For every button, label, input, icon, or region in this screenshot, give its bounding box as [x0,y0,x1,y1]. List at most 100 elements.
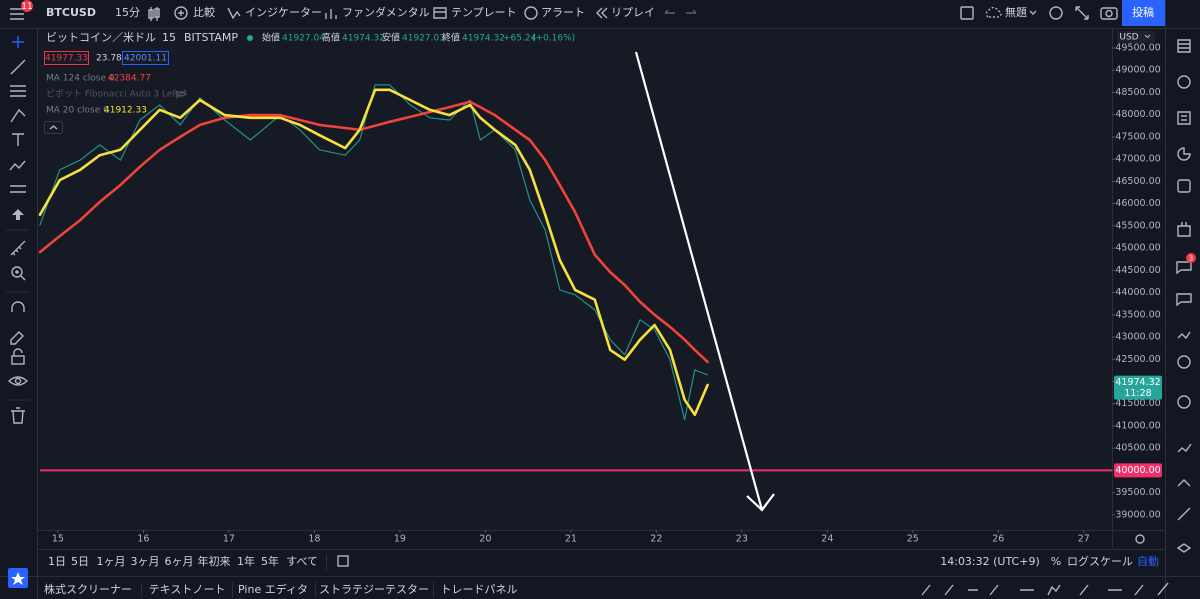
dropdown-icon[interactable] [1029,10,1037,15]
drawing-shortcuts[interactable] [921,582,1169,596]
lock-tool[interactable] [11,355,25,365]
brush-tool[interactable] [10,108,26,123]
arrow-line [634,51,764,511]
text-tool[interactable] [12,133,24,146]
watchlist-icon[interactable] [1177,39,1191,53]
y-tick-label: 43000.00 [1115,332,1160,343]
notifications-icon[interactable] [1177,395,1191,409]
range-option[interactable]: 6ヶ月 [165,555,194,568]
sell-box[interactable] [44,51,89,65]
toolbar-item[interactable]: アラート [541,6,585,19]
ask[interactable]: 42001.11 [124,54,167,64]
layout-name[interactable]: 無題 [1005,5,1027,19]
y-tick-label: 42500.00 [1115,354,1160,365]
menu-button[interactable] [10,8,24,20]
tab[interactable]: Pine エディタ [238,582,308,596]
toolbar-item[interactable]: 比較 [193,6,215,19]
hotlist-icon[interactable] [1177,479,1191,487]
streams-icon[interactable] [1176,293,1192,307]
arrow-head [746,493,775,512]
axis-settings[interactable] [1135,534,1145,544]
alert-icon [524,6,538,20]
visibility-tool[interactable] [7,376,29,386]
undo-icon[interactable] [664,9,675,14]
fundamental-icon [325,9,337,19]
indicator-name[interactable]: ピボット Fibonacci Auto 3 Left [46,89,179,100]
percent-toggle[interactable]: % [1051,555,1061,568]
symbol[interactable]: BTCUSD [46,6,96,19]
settings-icon[interactable] [1049,6,1063,20]
y-tick-label: 49000.00 [1115,65,1160,76]
toolbar-item[interactable]: リプレイ [611,6,655,19]
layout-icon[interactable] [960,6,974,20]
currency[interactable]: USD [1119,33,1138,43]
range-option[interactable]: 1年 [237,554,255,568]
ideas-icon[interactable] [1177,222,1191,237]
alerts-icon[interactable] [1177,75,1191,89]
publish-label[interactable]: 投稿 [1132,5,1154,19]
arrow-drawing[interactable] [634,51,775,512]
crosshair-tool[interactable] [12,36,24,48]
toolbar-item[interactable]: テンプレート [451,6,517,19]
pattern-tool[interactable] [9,160,26,171]
spread: 23.78 [96,54,122,64]
zoom-tool[interactable] [11,266,23,278]
trendline-tool[interactable] [10,59,26,75]
collapse-legend[interactable] [44,121,63,134]
toolbar-item[interactable]: ファンダメンタル [342,5,430,19]
date-range-icon[interactable] [337,555,349,567]
ruler-tool[interactable] [10,240,26,256]
range-option[interactable]: 5年 [261,554,279,568]
layers-icon[interactable] [1176,543,1192,553]
currency-button[interactable] [1117,31,1155,43]
indicator-name[interactable]: MA 124 close 0 [46,74,115,84]
tab[interactable]: テキストノート [149,583,226,596]
publish-button[interactable] [1122,0,1165,26]
snapshot-icon[interactable] [1100,7,1118,20]
fib-tool[interactable] [10,85,26,97]
x-tick-label: 15 [52,534,64,545]
drawing-mode-tool[interactable] [10,331,24,345]
trash-tool[interactable] [11,407,25,424]
template-icon [433,7,447,19]
redo-icon[interactable] [686,9,697,14]
range-option[interactable]: 5日 [71,555,89,568]
auto-toggle[interactable]: 自動 [1137,554,1159,568]
compare-icon [178,10,184,16]
calendar-icon[interactable] [1177,179,1191,193]
ohlc-label: 高値 [322,32,340,44]
indicator-name[interactable]: MA 20 close 0 [46,106,109,116]
range-option[interactable]: 年初来 [198,554,231,568]
fullscreen-icon[interactable] [1075,6,1089,20]
news-icon[interactable] [1177,111,1191,125]
series-line [39,84,709,421]
x-tick-label: 22 [650,534,662,545]
y-tick-label: 47500.00 [1115,131,1160,142]
magnet-tool[interactable] [11,301,25,312]
range-option[interactable]: 1日 [48,555,66,568]
indicator-icon [227,7,241,20]
pencil-icon[interactable] [1177,507,1191,521]
tab[interactable]: 株式スクリーナー [44,582,132,596]
signals-icon[interactable] [1177,331,1191,340]
chart-pane [38,28,1112,530]
tab[interactable]: トレードパネル [441,583,518,596]
prediction-tool[interactable] [10,185,26,193]
chart-type-icon[interactable] [148,7,160,21]
log-toggle[interactable]: ログスケール [1067,554,1133,568]
tab[interactable]: ストラテジーテスター [319,583,429,596]
range-option[interactable]: 3ヶ月 [131,555,160,568]
arrow-tool[interactable] [12,209,24,220]
trend-icon[interactable] [1177,443,1192,453]
buy-box[interactable] [122,51,169,65]
toolbar-item[interactable]: インジケーター [245,6,322,19]
range-option[interactable]: すべて [286,555,318,568]
hidden-icon[interactable] [174,89,188,99]
help-icon[interactable] [1177,355,1191,369]
interval[interactable]: 15分 [115,6,140,19]
data-window-icon[interactable] [1177,147,1191,161]
notification-badge [21,0,33,12]
range-option[interactable]: 1ヶ月 [97,555,126,568]
bid[interactable]: 41977.33 [45,54,88,64]
